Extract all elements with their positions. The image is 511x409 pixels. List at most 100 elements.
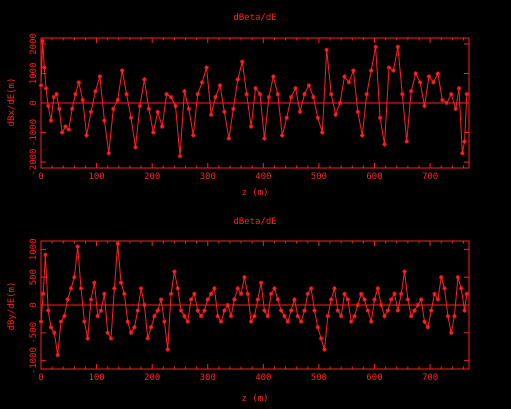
bottom-chart-y-tick-label: 0	[29, 302, 39, 307]
top-chart-data-point	[333, 112, 338, 118]
bottom-chart-data-point	[358, 291, 364, 297]
bottom-chart-data-point	[362, 297, 367, 302]
bottom-chart-data-point	[285, 319, 290, 324]
bottom-chart-data-point	[375, 286, 381, 291]
top-chart-data-point	[449, 91, 454, 97]
bottom-chart-data-point	[355, 302, 361, 308]
top-chart-data-point	[137, 103, 143, 109]
bottom-chart-data-point	[459, 286, 464, 291]
top-chart-x-tick-label: 400	[255, 172, 271, 182]
top-chart-data-point	[337, 100, 343, 106]
top-chart-data-point	[306, 83, 312, 88]
top-chart-data-point	[435, 71, 441, 76]
top-chart-data-point	[297, 109, 303, 115]
bottom-chart-data-point	[125, 319, 130, 324]
top-chart-data-point	[464, 91, 469, 97]
bottom-chart-data-point	[405, 297, 411, 302]
bottom-chart-data-point	[325, 313, 331, 319]
bottom-chart-data-point	[392, 291, 397, 297]
bottom-chart-data-point	[338, 313, 344, 319]
bottom-chart-data-point	[449, 330, 454, 336]
bottom-chart-data-point	[98, 308, 104, 313]
top-chart-data-point	[177, 153, 183, 159]
bottom-chart-data-point	[108, 336, 114, 341]
bottom-chart-data-point	[385, 308, 391, 313]
top-chart-data-point	[106, 151, 112, 156]
bottom-chart-data-point	[41, 291, 46, 297]
top-chart-data-point	[275, 91, 280, 97]
bottom-chart-data-point	[118, 280, 124, 285]
top-chart-data-point	[395, 44, 401, 50]
bottom-chart-data-point	[222, 308, 227, 313]
bottom-chart-title: dBeta/dE	[233, 217, 276, 227]
bottom-chart-x-tick-label: 400	[255, 373, 271, 383]
top-chart-y-tick-label: -2000	[29, 149, 39, 176]
top-chart-data-point	[208, 112, 214, 118]
bottom-chart-data-point	[105, 330, 110, 336]
bottom-chart-data-point	[415, 302, 421, 308]
bottom-chart-data-point	[88, 297, 94, 302]
top-chart-data-point	[391, 68, 396, 73]
bottom-chart-data-point	[235, 286, 240, 291]
top-chart-data-point	[235, 77, 240, 82]
top-chart-data-point	[168, 94, 174, 100]
bottom-chart-x-tick-label: 700	[422, 373, 438, 383]
bottom-chart-data-point	[308, 286, 314, 291]
top-chart-data-point	[315, 115, 321, 120]
top-chart-data-point	[88, 109, 94, 115]
bottom-chart-data-point	[158, 297, 164, 302]
bottom-chart-data-point	[335, 308, 341, 313]
bottom-chart-data-point	[232, 297, 237, 302]
top-chart-data-point	[360, 133, 365, 138]
bottom-chart-data-point	[82, 319, 87, 324]
top-chart-data-point	[386, 65, 392, 70]
bottom-chart-data-point	[432, 291, 437, 297]
bottom-chart-data-point	[182, 313, 187, 319]
top-chart-data-point	[115, 97, 120, 103]
top-chart-data-point	[38, 83, 44, 88]
bottom-chart-data-point	[95, 313, 100, 319]
bottom-chart-data-point	[262, 308, 267, 313]
top-chart-data-point	[195, 91, 200, 97]
bottom-chart-data-point	[342, 291, 347, 297]
bottom-chart-data-point	[195, 308, 200, 313]
top-chart-data-point	[324, 47, 329, 53]
bottom-chart-data-point	[168, 291, 174, 297]
bottom-chart-data-point	[322, 347, 327, 352]
top-chart-data-point	[440, 97, 445, 103]
top-chart-x-tick-label: 100	[88, 172, 104, 182]
top-chart-data-point	[76, 80, 81, 85]
bottom-chart-data-point	[78, 286, 84, 291]
bottom-chart-data-point	[435, 297, 441, 302]
top-chart-x-tick-label: 600	[366, 172, 382, 182]
top-chart-data-point	[364, 91, 369, 97]
top-chart-data-point	[328, 91, 334, 97]
top-chart-x-tick-label: 0	[38, 172, 43, 182]
top-chart: dBeta/dE z (m) dBx/dE(m) 0 100 200 300 400 50…	[7, 13, 470, 198]
top-chart-data-point	[351, 68, 356, 73]
bottom-chart-data-point	[188, 297, 194, 302]
top-chart-data-point	[368, 68, 374, 73]
bottom-chart-data-point	[178, 308, 184, 313]
top-chart-data-point	[111, 106, 116, 112]
top-chart-data-point	[417, 80, 423, 85]
bottom-chart-data-point	[298, 319, 304, 324]
bottom-chart-data-point	[142, 302, 147, 308]
bottom-chart-data-point	[192, 291, 197, 297]
top-chart-data-point	[244, 91, 249, 97]
top-chart-data-point	[426, 74, 432, 79]
bottom-chart-data-point	[352, 313, 357, 319]
bottom-chart-x-tick-label: 500	[311, 373, 327, 383]
bottom-chart-data-point	[439, 274, 444, 280]
top-chart-data-point	[248, 124, 254, 129]
top-chart-data-point	[231, 106, 236, 112]
bottom-chart-data-point	[282, 313, 287, 319]
top-chart-data-point	[66, 127, 71, 132]
bottom-chart-data-point	[275, 297, 280, 302]
top-chart-data-point	[48, 118, 54, 123]
bottom-chart-data-point	[418, 297, 424, 302]
bottom-chart-data-point	[115, 241, 120, 246]
top-chart-data-point	[155, 109, 160, 115]
top-chart-data-point	[59, 130, 65, 135]
bottom-chart-data-point	[332, 286, 337, 291]
